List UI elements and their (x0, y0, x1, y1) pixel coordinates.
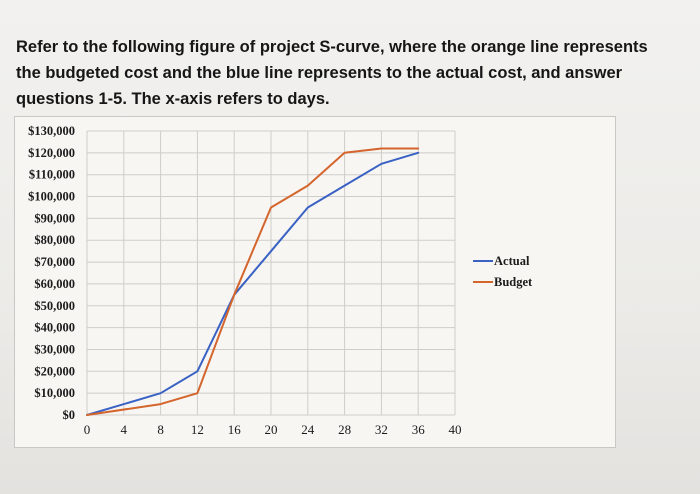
series-lines (86, 147, 420, 416)
y-tick-label: $80,000 (34, 233, 75, 247)
x-tick-label: 8 (157, 422, 164, 437)
series-line-actual (86, 151, 420, 416)
x-tick-label: 12 (191, 422, 204, 437)
legend-label-budget: Budget (494, 275, 533, 289)
grid-lines (86, 130, 456, 416)
s-curve-chart: $0 $10,000 $20,000 $30,000 $40,000 $50,000 $60… (14, 116, 616, 448)
y-tick-label: $110,000 (29, 168, 75, 182)
legend-label-actual: Actual (494, 254, 530, 268)
x-tick-label: 0 (84, 422, 91, 437)
legend: Actual Budget (473, 254, 533, 289)
chart-canvas: $0 $10,000 $20,000 $30,000 $40,000 $50,000 $60… (28, 124, 533, 437)
y-tick-label: $30,000 (34, 342, 75, 356)
x-tick-label: 36 (412, 422, 426, 437)
y-tick-label: $10,000 (34, 386, 75, 400)
x-tick-label: 4 (121, 422, 128, 437)
y-tick-label: $40,000 (34, 321, 75, 335)
y-tick-label: $60,000 (34, 277, 75, 291)
y-tick-label: $120,000 (28, 146, 75, 160)
y-tick-label: $90,000 (34, 211, 75, 225)
y-tick-label: $0 (63, 408, 76, 422)
x-axis-ticks: 0 4 8 12 16 20 24 28 32 36 40 (84, 422, 462, 437)
x-tick-label: 20 (265, 422, 278, 437)
y-tick-label: $70,000 (34, 255, 75, 269)
x-tick-label: 16 (228, 422, 242, 437)
y-axis-ticks: $0 $10,000 $20,000 $30,000 $40,000 $50,000 $60… (28, 124, 75, 422)
x-tick-label: 32 (375, 422, 388, 437)
x-tick-label: 24 (301, 422, 315, 437)
x-tick-label: 40 (449, 422, 462, 437)
series-line-budget (86, 147, 420, 416)
question-text: Refer to the following figure of project… (16, 38, 648, 108)
y-tick-label: $20,000 (34, 364, 75, 378)
x-tick-label: 28 (338, 422, 351, 437)
y-tick-label: $50,000 (34, 299, 75, 313)
y-tick-label: $100,000 (28, 190, 75, 204)
y-tick-label: $130,000 (28, 124, 75, 138)
